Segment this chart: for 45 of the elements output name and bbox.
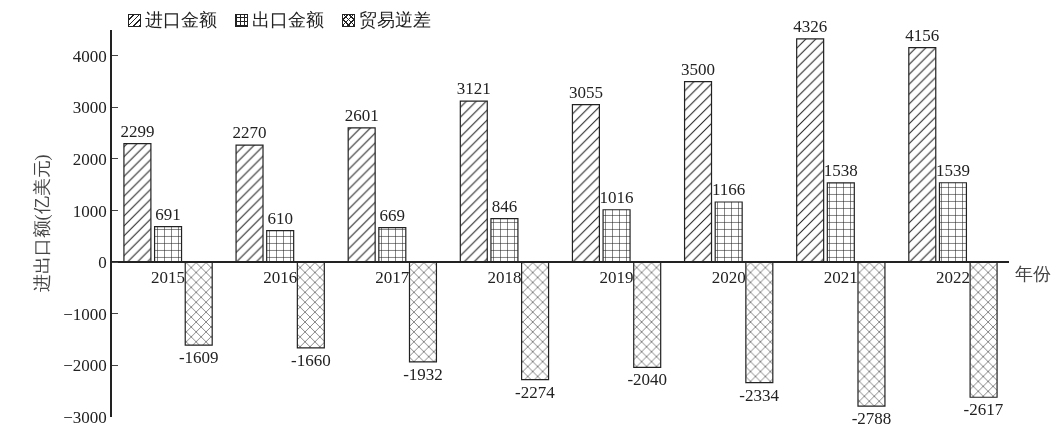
- data-label: 4156: [905, 25, 940, 45]
- x-tick-label: 2022: [935, 268, 970, 288]
- x-tick-label: 2021: [823, 268, 858, 288]
- data-label: 3055: [568, 82, 603, 102]
- legend-label: 出口金额: [252, 9, 324, 32]
- data-label: -2334: [739, 385, 780, 405]
- y-tick-label: −1000: [63, 304, 107, 324]
- data-label: 691: [155, 204, 181, 224]
- data-label: -2274: [515, 382, 556, 402]
- data-label: -1660: [291, 350, 331, 370]
- data-label: 610: [267, 208, 293, 228]
- data-label: 2601: [344, 105, 379, 125]
- data-label: 3500: [681, 59, 716, 79]
- legend-label: 进口金额: [145, 9, 217, 32]
- data-label: 1539: [935, 160, 970, 180]
- y-tick-label: 1000: [72, 201, 107, 221]
- data-label: 2270: [232, 123, 267, 143]
- legend-label: 贸易逆差: [359, 9, 431, 32]
- data-label: -2617: [963, 400, 1004, 420]
- data-label: -2788: [851, 409, 892, 427]
- y-tick-label: 2000: [72, 149, 107, 169]
- data-label: 669: [379, 205, 406, 225]
- x-tick-label: 2020: [711, 268, 746, 288]
- data-label: 3121: [456, 79, 491, 99]
- x-tick-label: 2015: [151, 268, 186, 288]
- x-tick-label: 2019: [599, 268, 634, 288]
- x-axis-title: 年份: [1015, 264, 1051, 284]
- data-label: -2040: [627, 370, 668, 390]
- data-label: -1609: [178, 348, 219, 368]
- data-label: 1016: [599, 187, 634, 207]
- x-tick-label: 2017: [375, 268, 410, 288]
- y-tick-label: −3000: [63, 407, 107, 427]
- data-label: -1932: [403, 364, 443, 384]
- x-tick-label: 2018: [487, 268, 522, 288]
- y-tick-label: 0: [98, 253, 107, 273]
- y-tick-label: 3000: [72, 98, 107, 118]
- data-label: 2299: [120, 121, 155, 141]
- y-tick-label: −2000: [63, 356, 107, 376]
- y-tick-label: 4000: [72, 46, 107, 66]
- y-axis-title: 进出口额(亿美元): [31, 154, 53, 293]
- data-label: 4326: [793, 16, 828, 36]
- data-label: 846: [491, 196, 518, 216]
- data-label: 1166: [712, 180, 746, 200]
- x-tick-label: 2016: [263, 268, 298, 288]
- data-label: 1538: [823, 160, 858, 180]
